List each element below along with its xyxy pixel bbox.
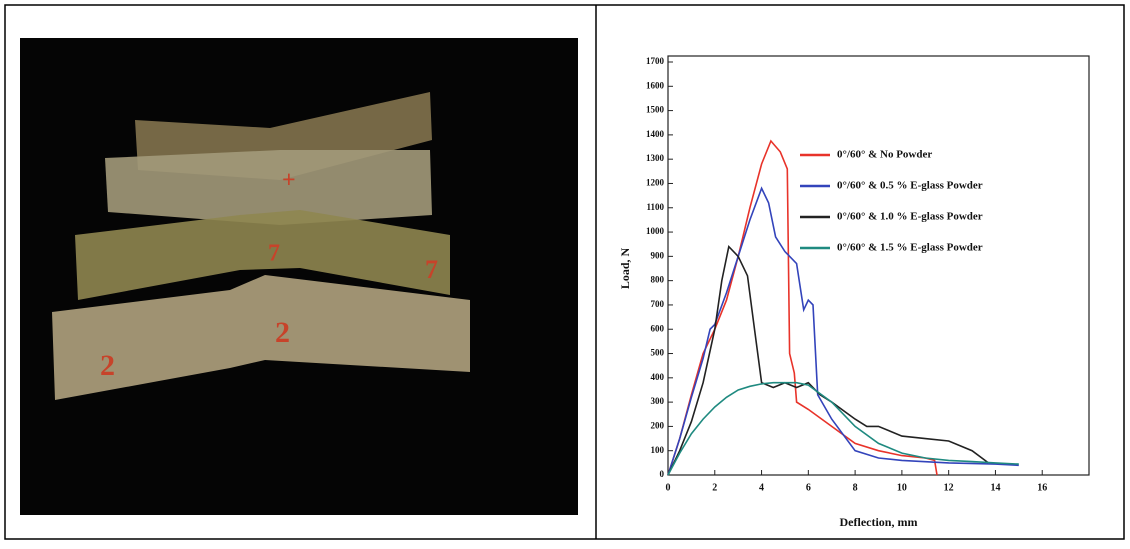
- y-tick-label: 600: [651, 323, 665, 333]
- series-line: [668, 383, 1019, 475]
- legend-label: 0°/60° & 1.5 % E-glass Powder: [837, 242, 983, 254]
- svg-text:2: 2: [275, 316, 290, 349]
- y-tick-label: 1400: [646, 129, 665, 139]
- svg-text:2: 2: [100, 349, 115, 382]
- svg-text:7: 7: [425, 255, 438, 284]
- plot-frame: [668, 56, 1089, 475]
- legend-label: 0°/60° & 0.5 % E-glass Powder: [837, 180, 983, 192]
- specimen-photo: 2 2 7 + 7: [20, 38, 578, 515]
- y-tick-label: 100: [651, 445, 665, 455]
- y-tick-label: 1100: [646, 202, 664, 212]
- x-axis-label: Deflection, mm: [840, 515, 918, 529]
- y-tick-label: 1600: [646, 80, 665, 90]
- y-tick-label: 1300: [646, 153, 665, 163]
- legend-label: 0°/60° & No Powder: [837, 149, 932, 161]
- x-tick-label: 2: [712, 482, 717, 493]
- x-tick-label: 4: [759, 482, 764, 493]
- x-tick-label: 10: [897, 482, 907, 493]
- y-tick-label: 700: [651, 299, 665, 309]
- svg-text:+: +: [282, 168, 296, 194]
- svg-text:7: 7: [268, 241, 280, 267]
- x-tick-label: 16: [1037, 482, 1047, 493]
- legend-label: 0°/60° & 1.0 % E-glass Powder: [837, 211, 983, 223]
- x-tick-label: 8: [853, 482, 858, 493]
- y-tick-label: 1200: [646, 178, 665, 188]
- series-line: [668, 188, 1019, 475]
- y-tick-label: 0: [660, 469, 665, 479]
- series-line: [668, 247, 988, 475]
- y-tick-label: 1700: [646, 56, 665, 66]
- y-tick-label: 800: [651, 275, 665, 285]
- y-tick-label: 1000: [646, 226, 665, 236]
- y-tick-label: 900: [651, 250, 665, 260]
- y-tick-label: 1500: [646, 105, 665, 115]
- y-tick-label: 300: [651, 396, 665, 406]
- y-tick-label: 500: [651, 348, 665, 358]
- x-tick-label: 12: [944, 482, 954, 493]
- y-axis-label: Load, N: [618, 247, 632, 289]
- x-tick-label: 6: [806, 482, 811, 493]
- x-tick-label: 0: [666, 482, 671, 493]
- y-tick-label: 200: [651, 420, 665, 430]
- figure: 2 2 7 + 7 010020030040050060070080090010…: [0, 0, 1130, 544]
- y-tick-label: 400: [651, 372, 665, 382]
- x-tick-label: 14: [990, 482, 1000, 493]
- page: 2 2 7 + 7 010020030040050060070080090010…: [0, 0, 1130, 544]
